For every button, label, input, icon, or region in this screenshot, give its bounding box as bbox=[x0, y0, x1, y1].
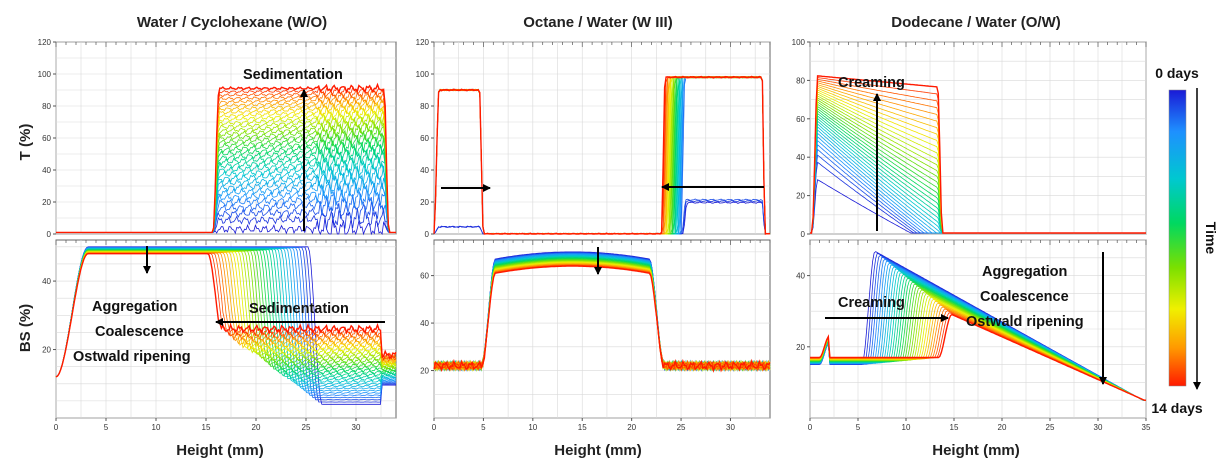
column-title-ow: Dodecane / Water (O/W) bbox=[891, 14, 1060, 31]
x-tick-label: 30 bbox=[352, 423, 361, 432]
x-tick-label: 35 bbox=[1142, 423, 1151, 432]
x-tick-label: 5 bbox=[481, 423, 486, 432]
y-tick-label: 100 bbox=[38, 70, 52, 79]
x-tick-label: 15 bbox=[578, 423, 587, 432]
panel-water-cyclohexane-backscattering: 20 40 0 5 10 15 20 25 30 bbox=[42, 239, 397, 432]
series-line bbox=[810, 313, 1146, 401]
series-line bbox=[55, 253, 397, 378]
y-tick-label: 80 bbox=[796, 76, 805, 85]
annotation-coalescence-wo: Coalescence bbox=[95, 324, 184, 340]
panel-water-cyclohexane-transmission: 0 20 40 60 80 100 120 bbox=[38, 38, 397, 239]
x-tick-label: 20 bbox=[252, 423, 261, 432]
y-tick-label: 120 bbox=[38, 38, 52, 47]
x-tick-label: 25 bbox=[677, 423, 686, 432]
x-tick-label: 30 bbox=[1094, 423, 1103, 432]
column-title-wo: Water / Cyclohexane (W/O) bbox=[137, 14, 327, 31]
colorbar bbox=[1168, 89, 1187, 387]
y-tick-label: 20 bbox=[42, 346, 51, 355]
annotation-aggregation-ow: Aggregation bbox=[982, 264, 1067, 280]
y-tick-label: 20 bbox=[420, 367, 429, 376]
colorbar-top-label: 0 days bbox=[1155, 65, 1199, 81]
row-label-T: T (%) bbox=[17, 124, 34, 161]
y-tick-label: 40 bbox=[42, 277, 51, 286]
y-tick-label: 40 bbox=[796, 153, 805, 162]
x-tick-label: 30 bbox=[726, 423, 735, 432]
x-tick-label: 15 bbox=[202, 423, 211, 432]
annotation-creaming-bottom: Creaming bbox=[838, 295, 905, 311]
x-tick-label: 10 bbox=[528, 423, 537, 432]
column-title-w3: Octane / Water (W III) bbox=[523, 14, 672, 31]
x-tick-label: 20 bbox=[627, 423, 636, 432]
y-tick-label: 0 bbox=[47, 230, 52, 239]
annotation-creaming-top: Creaming bbox=[838, 75, 905, 91]
x-tick-label: 0 bbox=[432, 423, 437, 432]
row-label-BS: BS (%) bbox=[17, 304, 34, 352]
y-tick-label: 60 bbox=[796, 115, 805, 124]
x-tick-label: 20 bbox=[998, 423, 1007, 432]
x-tick-label: 5 bbox=[104, 423, 109, 432]
panel-octane-water-backscattering: 20 40 60 0 5 10 15 20 25 30 bbox=[420, 239, 771, 432]
series-line bbox=[56, 82, 396, 234]
x-tick-label: 15 bbox=[950, 423, 959, 432]
x-axis-label-wo: Height (mm) bbox=[176, 442, 264, 459]
y-tick-label: 20 bbox=[42, 198, 51, 207]
colorbar-axis-label: Time bbox=[1203, 222, 1216, 255]
y-tick-label: 40 bbox=[796, 272, 805, 281]
x-tick-label: 25 bbox=[302, 423, 311, 432]
x-tick-label: 0 bbox=[54, 423, 59, 432]
series-line bbox=[433, 75, 771, 235]
y-tick-label: 100 bbox=[792, 38, 806, 47]
colorbar-bottom-label: 14 days bbox=[1151, 400, 1203, 416]
y-tick-label: 120 bbox=[416, 38, 430, 47]
y-tick-label: 60 bbox=[420, 134, 429, 143]
y-tick-label: 80 bbox=[42, 102, 51, 111]
y-tick-label: 0 bbox=[425, 230, 430, 239]
y-tick-label: 20 bbox=[796, 192, 805, 201]
x-tick-label: 10 bbox=[152, 423, 161, 432]
x-tick-label: 0 bbox=[808, 423, 813, 432]
annotation-ostwald-ow: Ostwald ripening bbox=[966, 314, 1084, 330]
panel-dodecane-water-backscattering: 20 40 0 5 10 15 20 25 30 35 bbox=[796, 239, 1151, 432]
y-tick-label: 0 bbox=[801, 230, 806, 239]
x-axis-label-ow: Height (mm) bbox=[932, 442, 1020, 459]
y-tick-label: 20 bbox=[420, 198, 429, 207]
x-axis-label-w3: Height (mm) bbox=[554, 442, 642, 459]
y-tick-label: 40 bbox=[420, 166, 429, 175]
x-tick-label: 5 bbox=[856, 423, 861, 432]
x-tick-label: 10 bbox=[902, 423, 911, 432]
y-tick-label: 100 bbox=[416, 70, 430, 79]
y-tick-label: 40 bbox=[420, 319, 429, 328]
panel-octane-water-transmission: 0 20 40 60 80 100 120 bbox=[416, 38, 771, 239]
y-tick-label: 20 bbox=[796, 343, 805, 352]
y-tick-label: 60 bbox=[42, 134, 51, 143]
annotation-sedimentation-bottom: Sedimentation bbox=[249, 301, 349, 317]
series-line bbox=[810, 75, 1146, 234]
series-line bbox=[433, 265, 771, 373]
y-tick-label: 40 bbox=[42, 166, 51, 175]
annotation-coalescence-ow: Coalescence bbox=[980, 289, 1069, 305]
annotation-ostwald-wo: Ostwald ripening bbox=[73, 349, 191, 365]
y-tick-label: 60 bbox=[420, 272, 429, 281]
y-tick-label: 80 bbox=[420, 102, 429, 111]
annotation-aggregation-wo: Aggregation bbox=[92, 299, 177, 315]
x-tick-label: 25 bbox=[1046, 423, 1055, 432]
panel-dodecane-water-transmission: 0 20 40 60 80 100 bbox=[792, 38, 1147, 239]
annotation-sedimentation-top: Sedimentation bbox=[243, 67, 343, 83]
